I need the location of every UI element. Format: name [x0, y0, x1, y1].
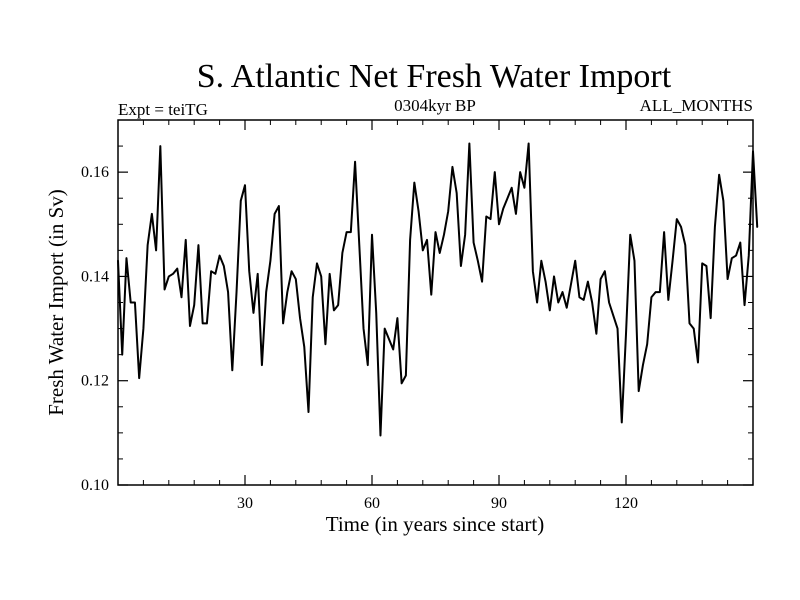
x-tick-label: 90 — [491, 495, 507, 512]
series-layer — [117, 142, 759, 437]
x-tick-label: 120 — [614, 495, 638, 512]
series-line — [117, 142, 759, 437]
y-axis-label: Fresh Water Import (in Sv) — [44, 189, 68, 416]
y-tick-label: 0.14 — [81, 268, 109, 285]
chart-subtitle-left: Expt = teiTG — [118, 100, 208, 119]
axes: 30 60 90 120 0.10 0.12 0.14 0.16 — [81, 120, 753, 512]
x-tick-label: 30 — [237, 495, 253, 512]
x-axis-label: Time (in years since start) — [326, 512, 545, 536]
y-tick-label: 0.10 — [81, 477, 109, 494]
y-tick-label: 0.16 — [81, 164, 109, 181]
chart-subtitle-right: ALL_MONTHS — [640, 96, 753, 115]
chart-subtitle-center: 0304kyr BP — [394, 96, 476, 115]
x-tick-label: 60 — [364, 495, 380, 512]
y-tick-label: 0.12 — [81, 373, 109, 390]
chart-title: S. Atlantic Net Fresh Water Import — [197, 58, 672, 95]
plot-frame — [117, 119, 754, 486]
